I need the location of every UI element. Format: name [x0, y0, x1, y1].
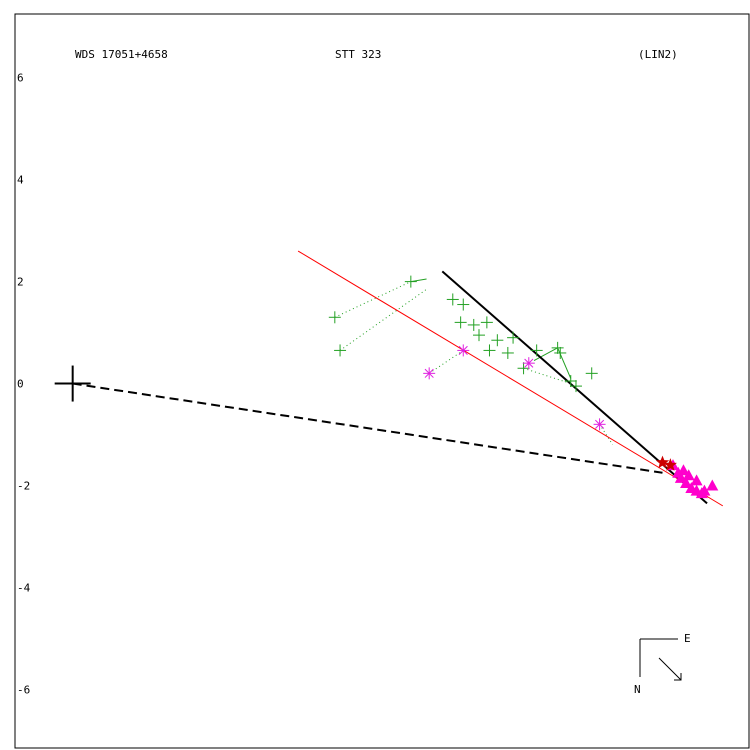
y-tick-label: -4 [17, 581, 31, 594]
measurement-links [334, 278, 614, 445]
observation-plus [564, 375, 577, 387]
observation-asterisk [593, 418, 606, 431]
observation-plus [551, 341, 564, 354]
observation-plus [517, 362, 530, 375]
dotted-residual-link [339, 288, 427, 351]
residual-link [533, 347, 558, 362]
predicted-position [706, 479, 719, 491]
observation-asterisk [423, 367, 436, 380]
current-position-star [655, 455, 670, 469]
observation-plus [457, 298, 470, 311]
y-tick-label: 6 [17, 72, 24, 85]
observation-plus [328, 311, 341, 324]
asterisk-ray [458, 345, 468, 355]
observation-plus [569, 380, 582, 393]
chart-title-left: WDS 17051+4658 [75, 48, 168, 61]
motion-arrow-head [674, 673, 682, 681]
observation-plus [585, 367, 598, 380]
observation-asterisk [522, 357, 535, 370]
current-position-star [663, 458, 677, 471]
observation-asterisk [457, 344, 470, 357]
motion-arrow-shaft [658, 657, 682, 681]
y-tick-label: -6 [17, 683, 30, 696]
node-line [72, 382, 663, 474]
observation-plus [501, 346, 514, 359]
dotted-residual-link [599, 424, 614, 445]
y-tick-label: 2 [17, 276, 24, 289]
observation-plus [404, 275, 417, 288]
asterisk-ray [524, 358, 534, 368]
dotted-residual-link [428, 350, 464, 374]
observation-plus [530, 344, 543, 357]
predicted-position [677, 464, 690, 476]
y-tick-label: 0 [17, 378, 24, 391]
observation-plus [467, 318, 480, 331]
observation-plus [446, 293, 459, 306]
plot-frame [14, 13, 750, 749]
linear-fit-line [297, 250, 724, 507]
dotted-residual-link [523, 367, 571, 385]
chart-title-right: (LIN2) [638, 48, 678, 61]
asterisk-ray [424, 368, 434, 378]
y-tick-label: 4 [17, 174, 24, 187]
observation-plus [454, 316, 467, 329]
compass: E N [634, 632, 691, 696]
predicted-position [690, 474, 703, 486]
compass-east-label: E [684, 632, 691, 645]
compass-north-label: N [634, 683, 641, 696]
observation-plus [491, 334, 504, 347]
y-tick-labels: 6 4 2 0 -2 -4 -6 [17, 72, 31, 697]
observation-plus [554, 346, 567, 359]
observation-plus [480, 316, 493, 329]
observation-plus [507, 331, 520, 344]
predicted-position [698, 484, 711, 496]
observation-plus [472, 329, 485, 342]
predicted-position [680, 476, 693, 488]
chart-title-center: STT 323 [335, 48, 381, 61]
y-tick-label: -2 [17, 479, 30, 492]
observation-plus [483, 344, 496, 357]
observation-plus [334, 344, 347, 357]
orbit-lines [72, 250, 724, 507]
data-marks [54, 275, 719, 499]
asterisk-ray [595, 419, 605, 429]
